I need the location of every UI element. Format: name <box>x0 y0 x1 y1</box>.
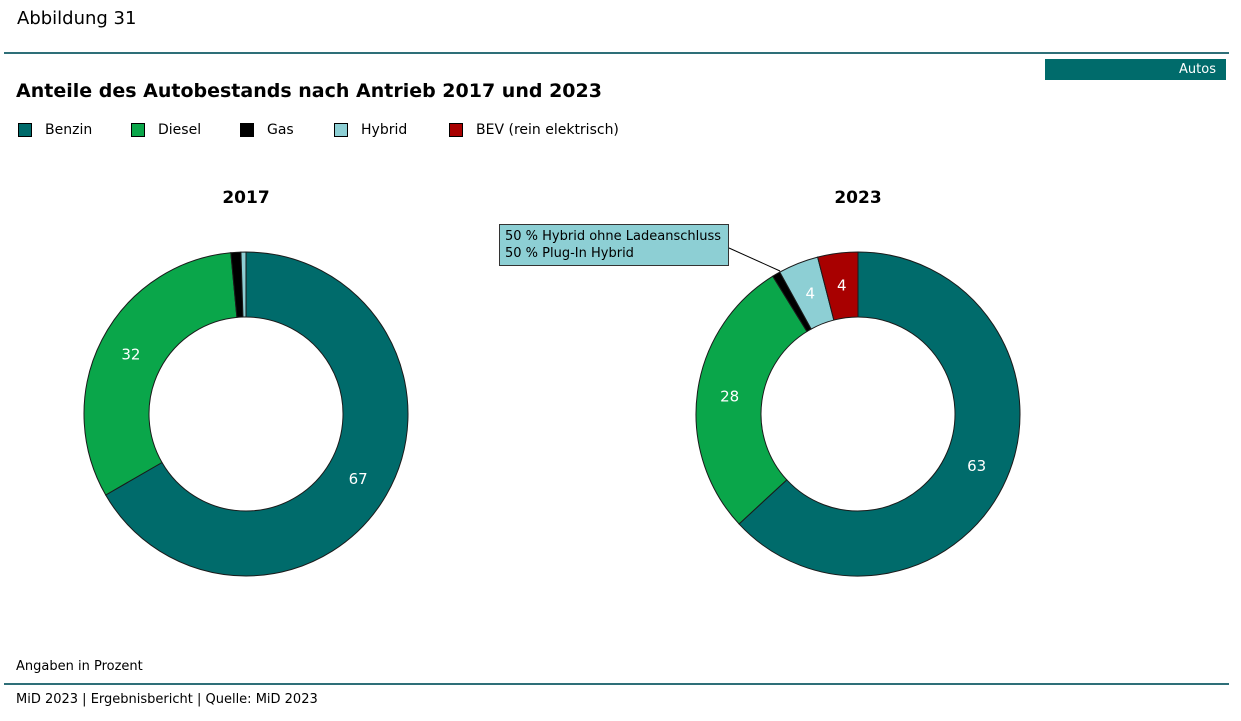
legend-swatch-hybrid <box>334 123 348 137</box>
slice-2017-hybrid <box>240 251 247 318</box>
slice-2023-diesel <box>695 275 808 525</box>
slice-2023-benzin <box>738 251 1021 577</box>
slice-2017-benzin <box>105 251 409 577</box>
legend: Benzin Diesel Gas Hybrid BEV (rein elekt… <box>18 122 718 140</box>
legend-swatch-bev <box>449 123 463 137</box>
legend-item-bev: BEV (rein elektrisch) <box>449 122 619 138</box>
footer-source: MiD 2023 | Ergebnisbericht | Quelle: MiD… <box>16 692 318 707</box>
legend-item-benzin: Benzin <box>18 122 92 138</box>
legend-label-benzin: Benzin <box>45 122 93 138</box>
callout-leader-line <box>728 247 781 272</box>
chart-title: Anteile des Autobestands nach Antrieb 20… <box>16 80 602 102</box>
legend-label-hybrid: Hybrid <box>361 122 408 138</box>
legend-swatch-diesel <box>131 123 145 137</box>
data-label-2017-diesel: 32 <box>121 346 140 364</box>
legend-item-hybrid: Hybrid <box>334 122 407 138</box>
hybrid-callout: 50 % Hybrid ohne Ladeanschluss 50 % Plug… <box>499 224 729 266</box>
chart-title-2023: 2023 <box>834 188 882 208</box>
legend-item-diesel: Diesel <box>131 122 201 138</box>
slice-2023-bev <box>817 251 859 321</box>
legend-swatch-gas <box>240 123 254 137</box>
legend-label-bev: BEV (rein elektrisch) <box>476 122 619 138</box>
chart-title-2017: 2017 <box>222 188 270 208</box>
top-divider <box>4 52 1229 54</box>
unit-note: Angaben in Prozent <box>16 659 143 674</box>
callout-line-2: 50 % Plug-In Hybrid <box>505 246 634 261</box>
category-badge: Autos <box>1045 59 1226 80</box>
bottom-divider <box>4 683 1229 685</box>
data-label-2023-diesel: 28 <box>720 388 739 406</box>
data-label-2023-benzin: 63 <box>967 457 986 475</box>
data-label-2017-benzin: 67 <box>349 470 368 488</box>
legend-item-gas: Gas <box>240 122 294 138</box>
data-label-2023-hybrid: 4 <box>805 285 815 303</box>
slice-2017-diesel <box>83 252 238 496</box>
legend-label-diesel: Diesel <box>158 122 202 138</box>
data-label-2023-bev: 4 <box>837 277 847 295</box>
legend-label-gas: Gas <box>267 122 294 138</box>
figure-label: Abbildung 31 <box>17 8 137 29</box>
callout-line-1: 50 % Hybrid ohne Ladeanschluss <box>505 229 722 244</box>
legend-swatch-benzin <box>18 123 32 137</box>
